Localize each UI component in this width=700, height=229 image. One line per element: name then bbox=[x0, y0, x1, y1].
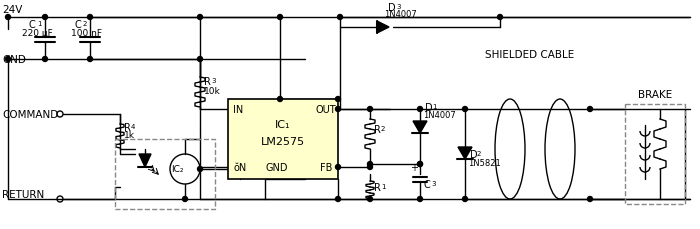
Circle shape bbox=[417, 162, 423, 167]
Text: D: D bbox=[388, 3, 395, 13]
Circle shape bbox=[6, 15, 10, 20]
Text: OUT: OUT bbox=[316, 105, 337, 114]
Circle shape bbox=[417, 162, 423, 167]
Text: IC₁: IC₁ bbox=[275, 120, 290, 129]
Circle shape bbox=[368, 162, 372, 167]
Circle shape bbox=[88, 15, 92, 20]
Bar bbox=[625, 105, 685, 204]
Circle shape bbox=[197, 57, 202, 62]
Circle shape bbox=[183, 197, 188, 202]
Text: ŏN: ŏN bbox=[233, 162, 246, 172]
Text: 1: 1 bbox=[381, 183, 386, 189]
Text: 1N5821: 1N5821 bbox=[468, 158, 500, 167]
Text: +: + bbox=[410, 162, 418, 172]
Polygon shape bbox=[413, 121, 427, 134]
Text: 2: 2 bbox=[381, 125, 386, 131]
Circle shape bbox=[197, 15, 202, 20]
Circle shape bbox=[463, 107, 468, 112]
Circle shape bbox=[277, 97, 283, 102]
Text: 1k: 1k bbox=[124, 131, 135, 140]
Circle shape bbox=[43, 15, 48, 20]
Text: 24V: 24V bbox=[2, 5, 22, 15]
Text: 220 μF: 220 μF bbox=[22, 28, 52, 37]
Text: 1: 1 bbox=[37, 21, 41, 27]
Text: 1N4007: 1N4007 bbox=[423, 111, 456, 120]
Text: C: C bbox=[424, 179, 430, 189]
Polygon shape bbox=[377, 22, 389, 34]
Circle shape bbox=[463, 197, 468, 202]
Circle shape bbox=[335, 197, 340, 202]
Polygon shape bbox=[458, 147, 472, 159]
Circle shape bbox=[335, 97, 340, 102]
Text: 3: 3 bbox=[431, 180, 435, 186]
Text: FB: FB bbox=[320, 162, 332, 172]
Circle shape bbox=[368, 197, 372, 202]
Circle shape bbox=[498, 15, 503, 20]
Circle shape bbox=[6, 57, 10, 62]
Text: R: R bbox=[124, 123, 131, 132]
Text: BRAKE: BRAKE bbox=[638, 90, 672, 100]
Bar bbox=[228, 100, 338, 179]
Text: R: R bbox=[374, 124, 381, 134]
Circle shape bbox=[335, 107, 340, 112]
Text: IC₂: IC₂ bbox=[171, 165, 183, 174]
Text: 2: 2 bbox=[83, 21, 88, 27]
Circle shape bbox=[335, 165, 340, 170]
Circle shape bbox=[587, 197, 592, 202]
Circle shape bbox=[587, 107, 592, 112]
Circle shape bbox=[368, 165, 372, 170]
Circle shape bbox=[417, 197, 423, 202]
Text: SHIELDED CABLE: SHIELDED CABLE bbox=[485, 50, 575, 60]
Circle shape bbox=[337, 15, 342, 20]
Text: GND: GND bbox=[2, 55, 26, 65]
Text: R: R bbox=[204, 77, 211, 87]
Text: LM2575: LM2575 bbox=[261, 136, 305, 146]
Text: C: C bbox=[28, 20, 35, 30]
Circle shape bbox=[417, 107, 423, 112]
Text: 2: 2 bbox=[477, 150, 482, 156]
Text: 3: 3 bbox=[396, 4, 400, 10]
Circle shape bbox=[197, 167, 202, 172]
Text: 100 nF: 100 nF bbox=[71, 28, 102, 37]
Text: IN: IN bbox=[233, 105, 244, 114]
Polygon shape bbox=[139, 154, 151, 167]
Text: 1: 1 bbox=[432, 104, 437, 109]
Circle shape bbox=[277, 15, 283, 20]
Circle shape bbox=[43, 57, 48, 62]
Text: D: D bbox=[425, 103, 433, 112]
Text: RETURN: RETURN bbox=[2, 189, 44, 199]
Text: 1N4007: 1N4007 bbox=[384, 9, 416, 18]
Circle shape bbox=[368, 107, 372, 112]
Text: 3: 3 bbox=[211, 78, 216, 84]
Text: C: C bbox=[74, 20, 81, 30]
Text: GND: GND bbox=[266, 162, 288, 172]
Text: 10k: 10k bbox=[204, 86, 220, 95]
Text: 4: 4 bbox=[131, 123, 135, 129]
Circle shape bbox=[88, 57, 92, 62]
Text: R: R bbox=[374, 182, 381, 192]
Text: D: D bbox=[470, 149, 477, 159]
Text: COMMAND: COMMAND bbox=[2, 109, 58, 120]
Bar bbox=[115, 139, 215, 209]
